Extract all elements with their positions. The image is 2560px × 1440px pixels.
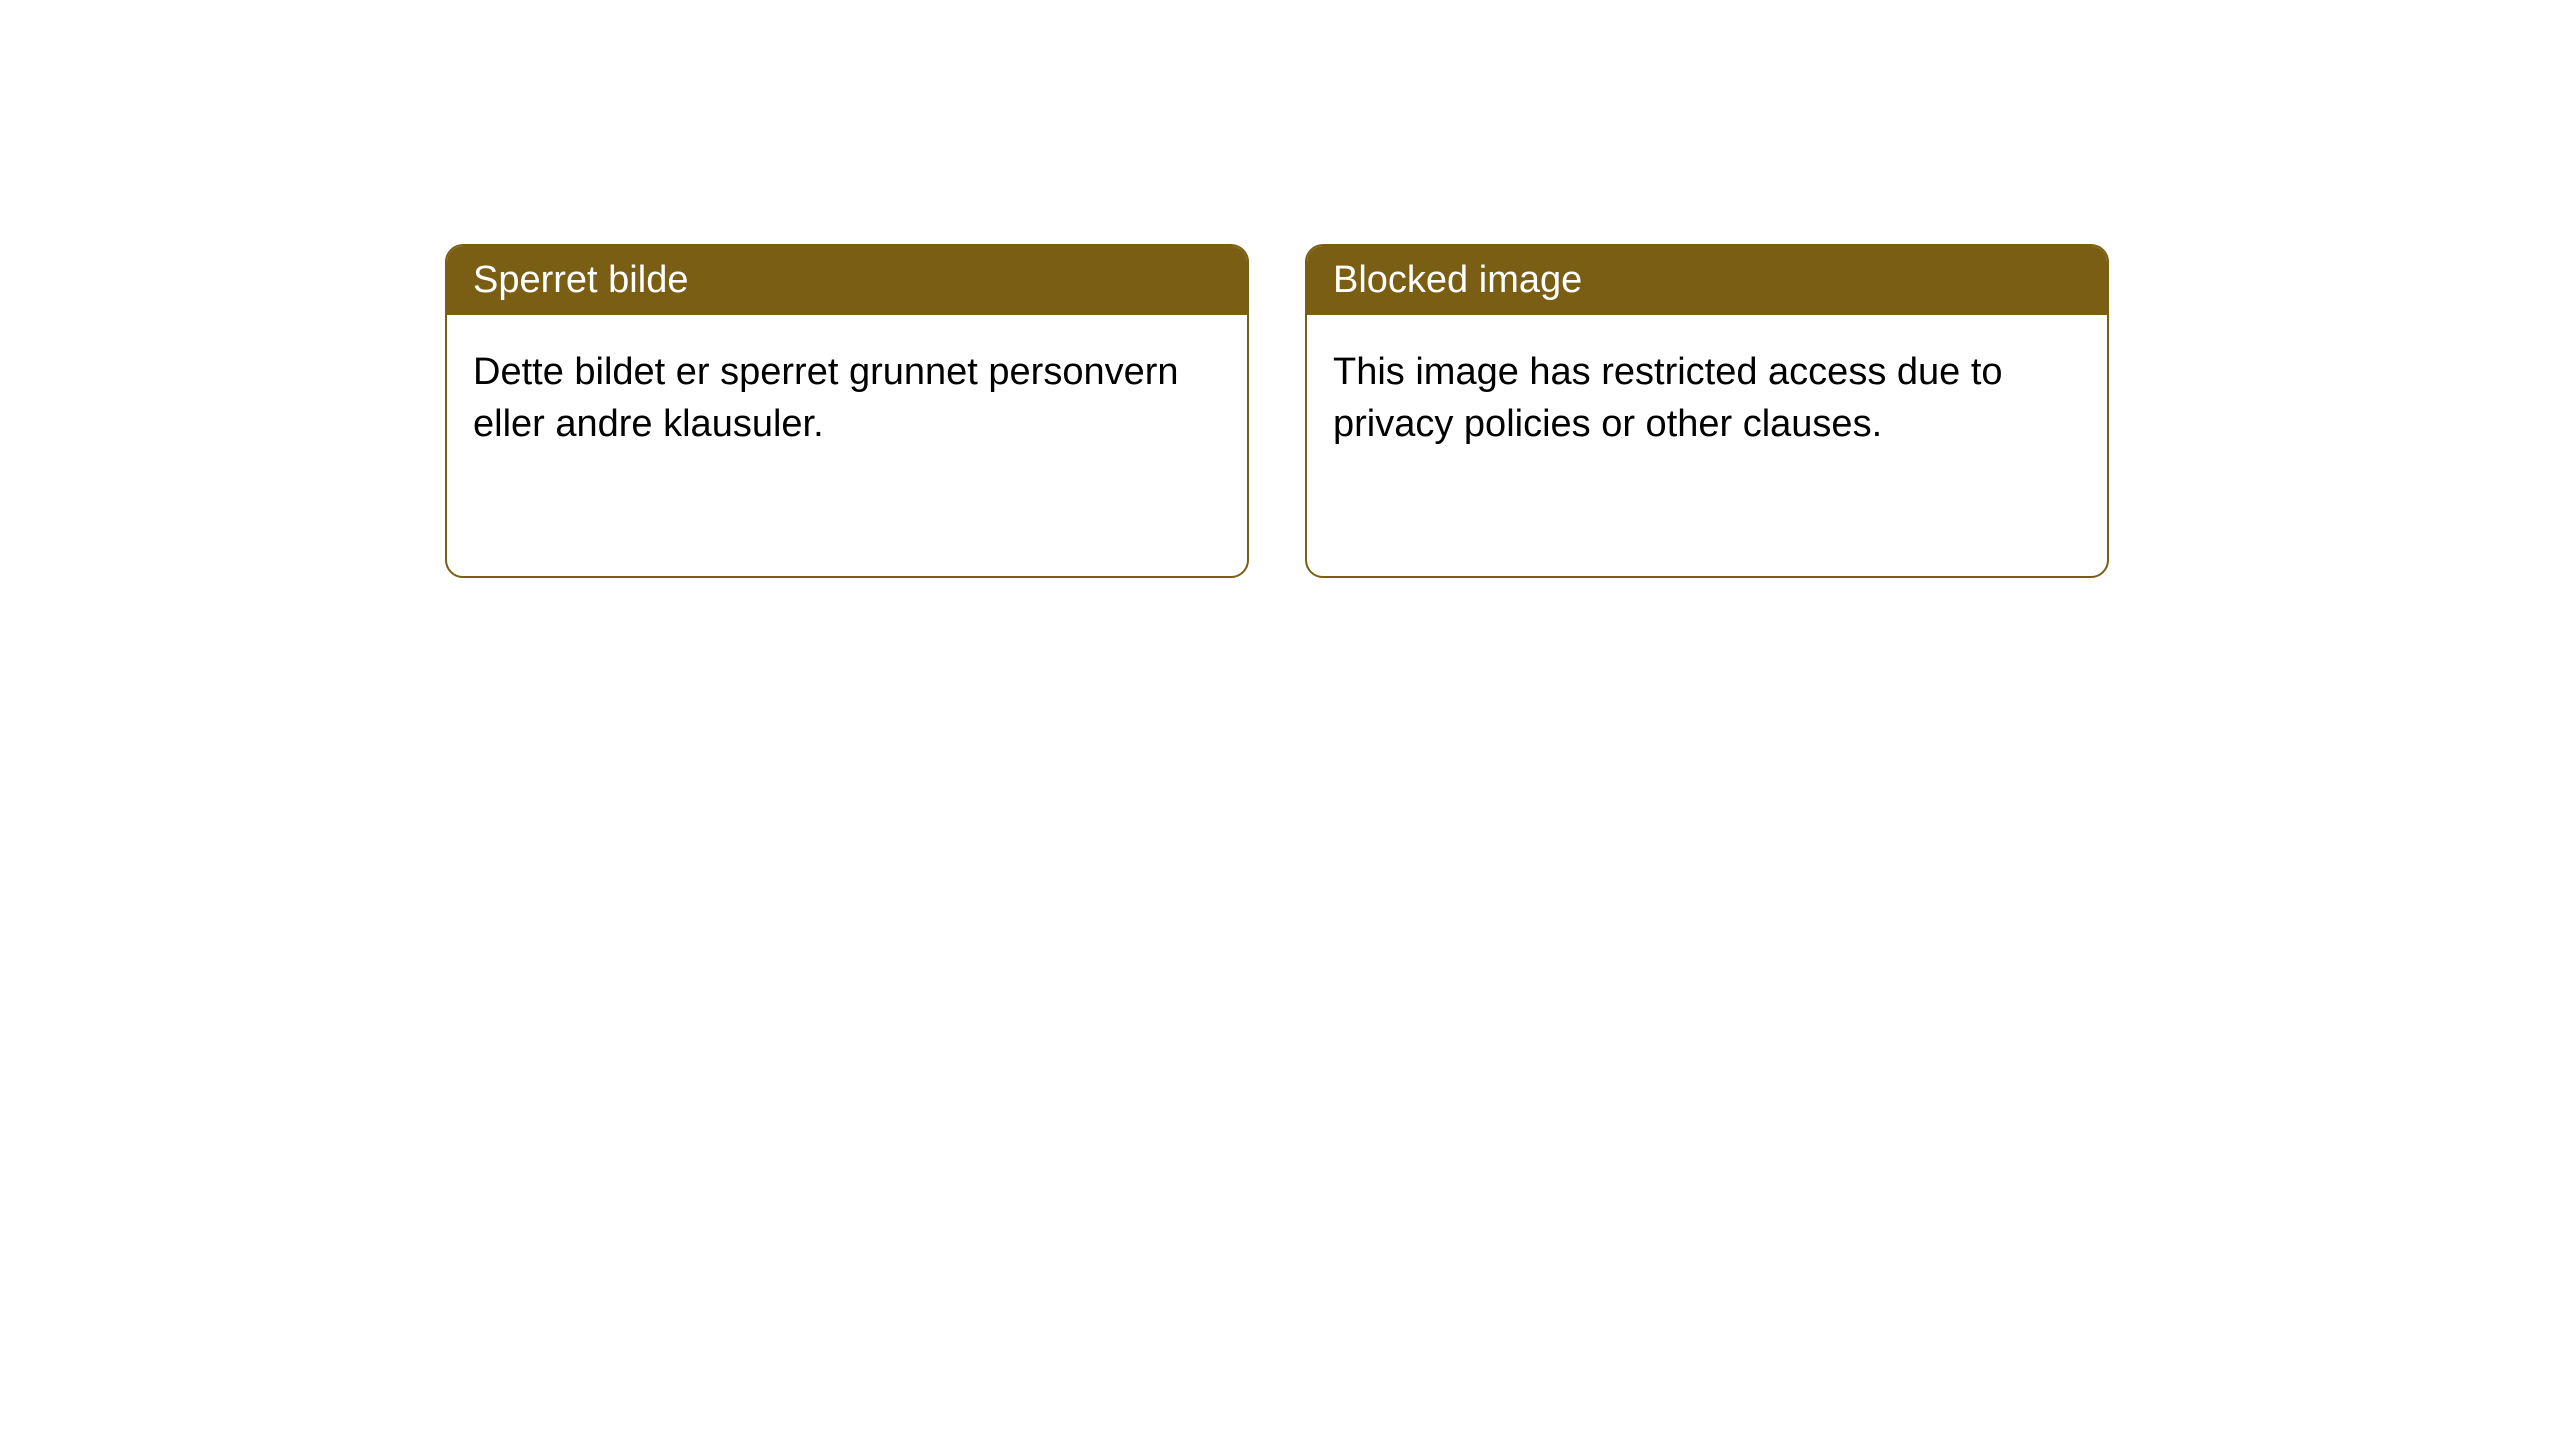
card-body-text: This image has restricted access due to … (1307, 315, 2107, 482)
notice-card-norwegian: Sperret bilde Dette bildet er sperret gr… (445, 244, 1249, 578)
card-body-text: Dette bildet er sperret grunnet personve… (447, 315, 1247, 482)
card-title: Blocked image (1307, 246, 2107, 315)
notice-container: Sperret bilde Dette bildet er sperret gr… (0, 0, 2560, 578)
notice-card-english: Blocked image This image has restricted … (1305, 244, 2109, 578)
card-title: Sperret bilde (447, 246, 1247, 315)
